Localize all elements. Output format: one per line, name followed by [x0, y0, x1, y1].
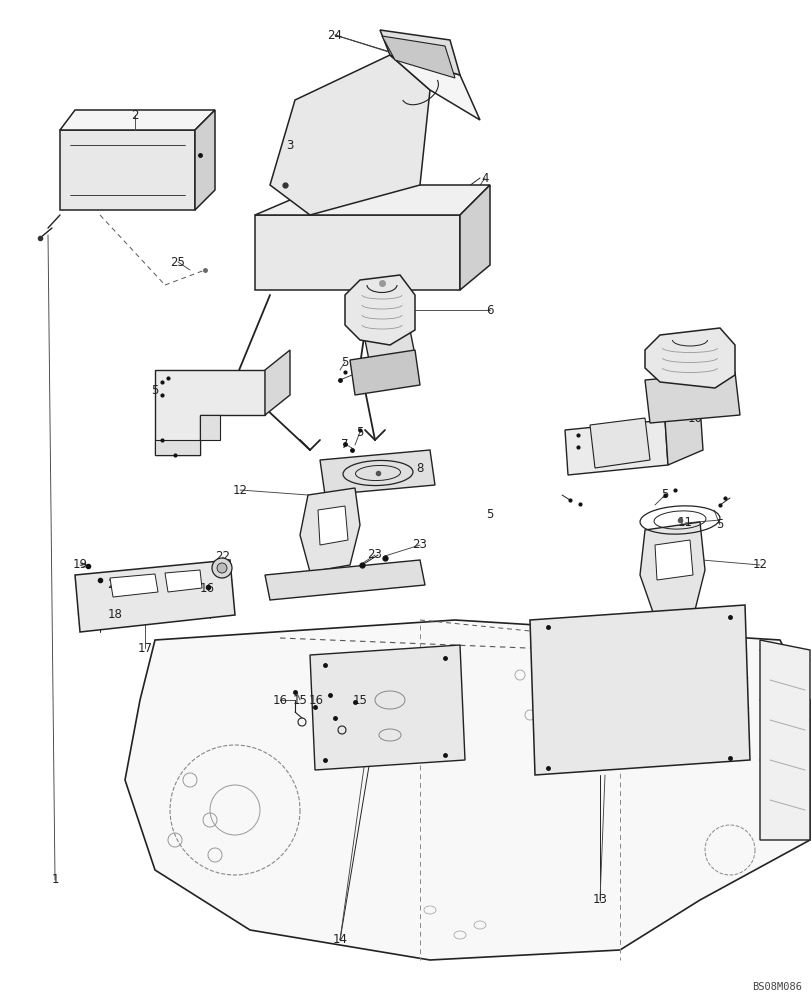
Polygon shape — [264, 560, 424, 600]
Polygon shape — [759, 640, 809, 840]
Polygon shape — [389, 55, 479, 120]
Polygon shape — [155, 415, 220, 455]
Text: 1: 1 — [51, 874, 58, 886]
Polygon shape — [644, 372, 739, 423]
Text: 18: 18 — [107, 607, 122, 620]
Text: 5: 5 — [356, 426, 363, 438]
Polygon shape — [270, 55, 430, 215]
Text: 8: 8 — [416, 462, 423, 475]
Text: 20: 20 — [107, 578, 122, 591]
Text: 7: 7 — [341, 438, 348, 450]
Polygon shape — [299, 488, 359, 572]
Text: 5: 5 — [660, 488, 668, 502]
Polygon shape — [639, 522, 704, 618]
Polygon shape — [530, 605, 749, 775]
Polygon shape — [381, 36, 454, 78]
Polygon shape — [365, 330, 414, 365]
Text: 16: 16 — [308, 694, 323, 706]
Text: 13: 13 — [592, 893, 607, 906]
Text: 22: 22 — [215, 550, 230, 564]
Polygon shape — [345, 275, 414, 345]
Polygon shape — [195, 110, 215, 210]
Text: 5: 5 — [715, 518, 723, 532]
Polygon shape — [664, 405, 702, 465]
Text: 23: 23 — [412, 538, 427, 552]
Polygon shape — [109, 574, 158, 597]
Text: 24: 24 — [327, 29, 342, 42]
Text: 5: 5 — [486, 508, 493, 522]
Text: 4: 4 — [481, 172, 488, 185]
Text: 25: 25 — [170, 255, 185, 268]
Text: 5: 5 — [341, 356, 348, 368]
Polygon shape — [460, 185, 489, 290]
Text: 9: 9 — [707, 347, 714, 360]
Text: 12: 12 — [232, 484, 247, 496]
Polygon shape — [264, 350, 290, 415]
Text: 6: 6 — [486, 304, 493, 316]
Text: 3: 3 — [286, 139, 294, 152]
Polygon shape — [125, 620, 809, 960]
Polygon shape — [60, 130, 195, 210]
Text: 15: 15 — [352, 694, 367, 706]
Polygon shape — [318, 506, 348, 545]
Polygon shape — [75, 560, 234, 632]
Polygon shape — [590, 418, 649, 468]
Polygon shape — [60, 110, 215, 130]
Circle shape — [212, 558, 232, 578]
Polygon shape — [350, 350, 419, 395]
Text: 17: 17 — [137, 642, 152, 654]
Polygon shape — [654, 540, 692, 580]
Text: 15: 15 — [292, 694, 307, 706]
Text: 2: 2 — [131, 109, 139, 122]
Polygon shape — [320, 450, 435, 495]
Text: 10: 10 — [687, 412, 702, 424]
Polygon shape — [380, 30, 460, 75]
Text: 19: 19 — [72, 558, 88, 572]
Text: BS08M086: BS08M086 — [751, 982, 801, 992]
Text: 14: 14 — [332, 933, 347, 946]
Text: 12: 12 — [752, 558, 766, 572]
Circle shape — [217, 563, 227, 573]
Polygon shape — [564, 420, 667, 475]
Polygon shape — [165, 570, 202, 592]
Polygon shape — [155, 370, 264, 455]
Text: 16: 16 — [272, 694, 287, 706]
Text: 11: 11 — [676, 516, 692, 530]
Text: 16: 16 — [200, 582, 214, 594]
Text: 23: 23 — [367, 548, 382, 562]
Text: 5: 5 — [151, 383, 158, 396]
Polygon shape — [255, 185, 489, 215]
Polygon shape — [310, 645, 465, 770]
Polygon shape — [255, 215, 460, 290]
Polygon shape — [644, 328, 734, 388]
